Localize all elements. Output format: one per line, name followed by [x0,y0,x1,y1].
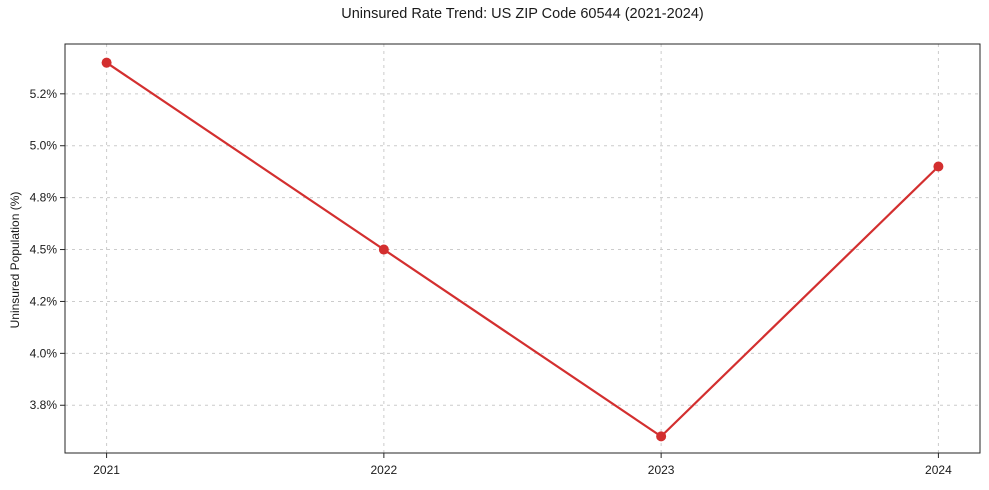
y-tick-label: 4.8% [30,191,58,205]
data-point-marker [378,244,389,255]
y-tick-label: 5.0% [30,139,58,153]
data-point-marker [101,57,112,68]
x-tick-label: 2021 [93,463,120,477]
y-tick-label: 3.8% [30,398,58,412]
y-tick-label: 5.2% [30,87,58,101]
x-tick-label: 2024 [925,463,952,477]
y-tick-label: 4.5% [30,243,58,257]
plot-border [64,43,981,454]
x-tick-label: 2022 [371,463,398,477]
y-tick-label: 4.2% [30,294,58,308]
data-point-marker [933,161,944,172]
trend-line [105,61,940,438]
x-tick-label: 2023 [648,463,675,477]
chart-title: Uninsured Rate Trend: US ZIP Code 60544 … [341,6,704,22]
data-point-marker [656,431,667,442]
y-tick-label: 4.0% [30,346,58,360]
